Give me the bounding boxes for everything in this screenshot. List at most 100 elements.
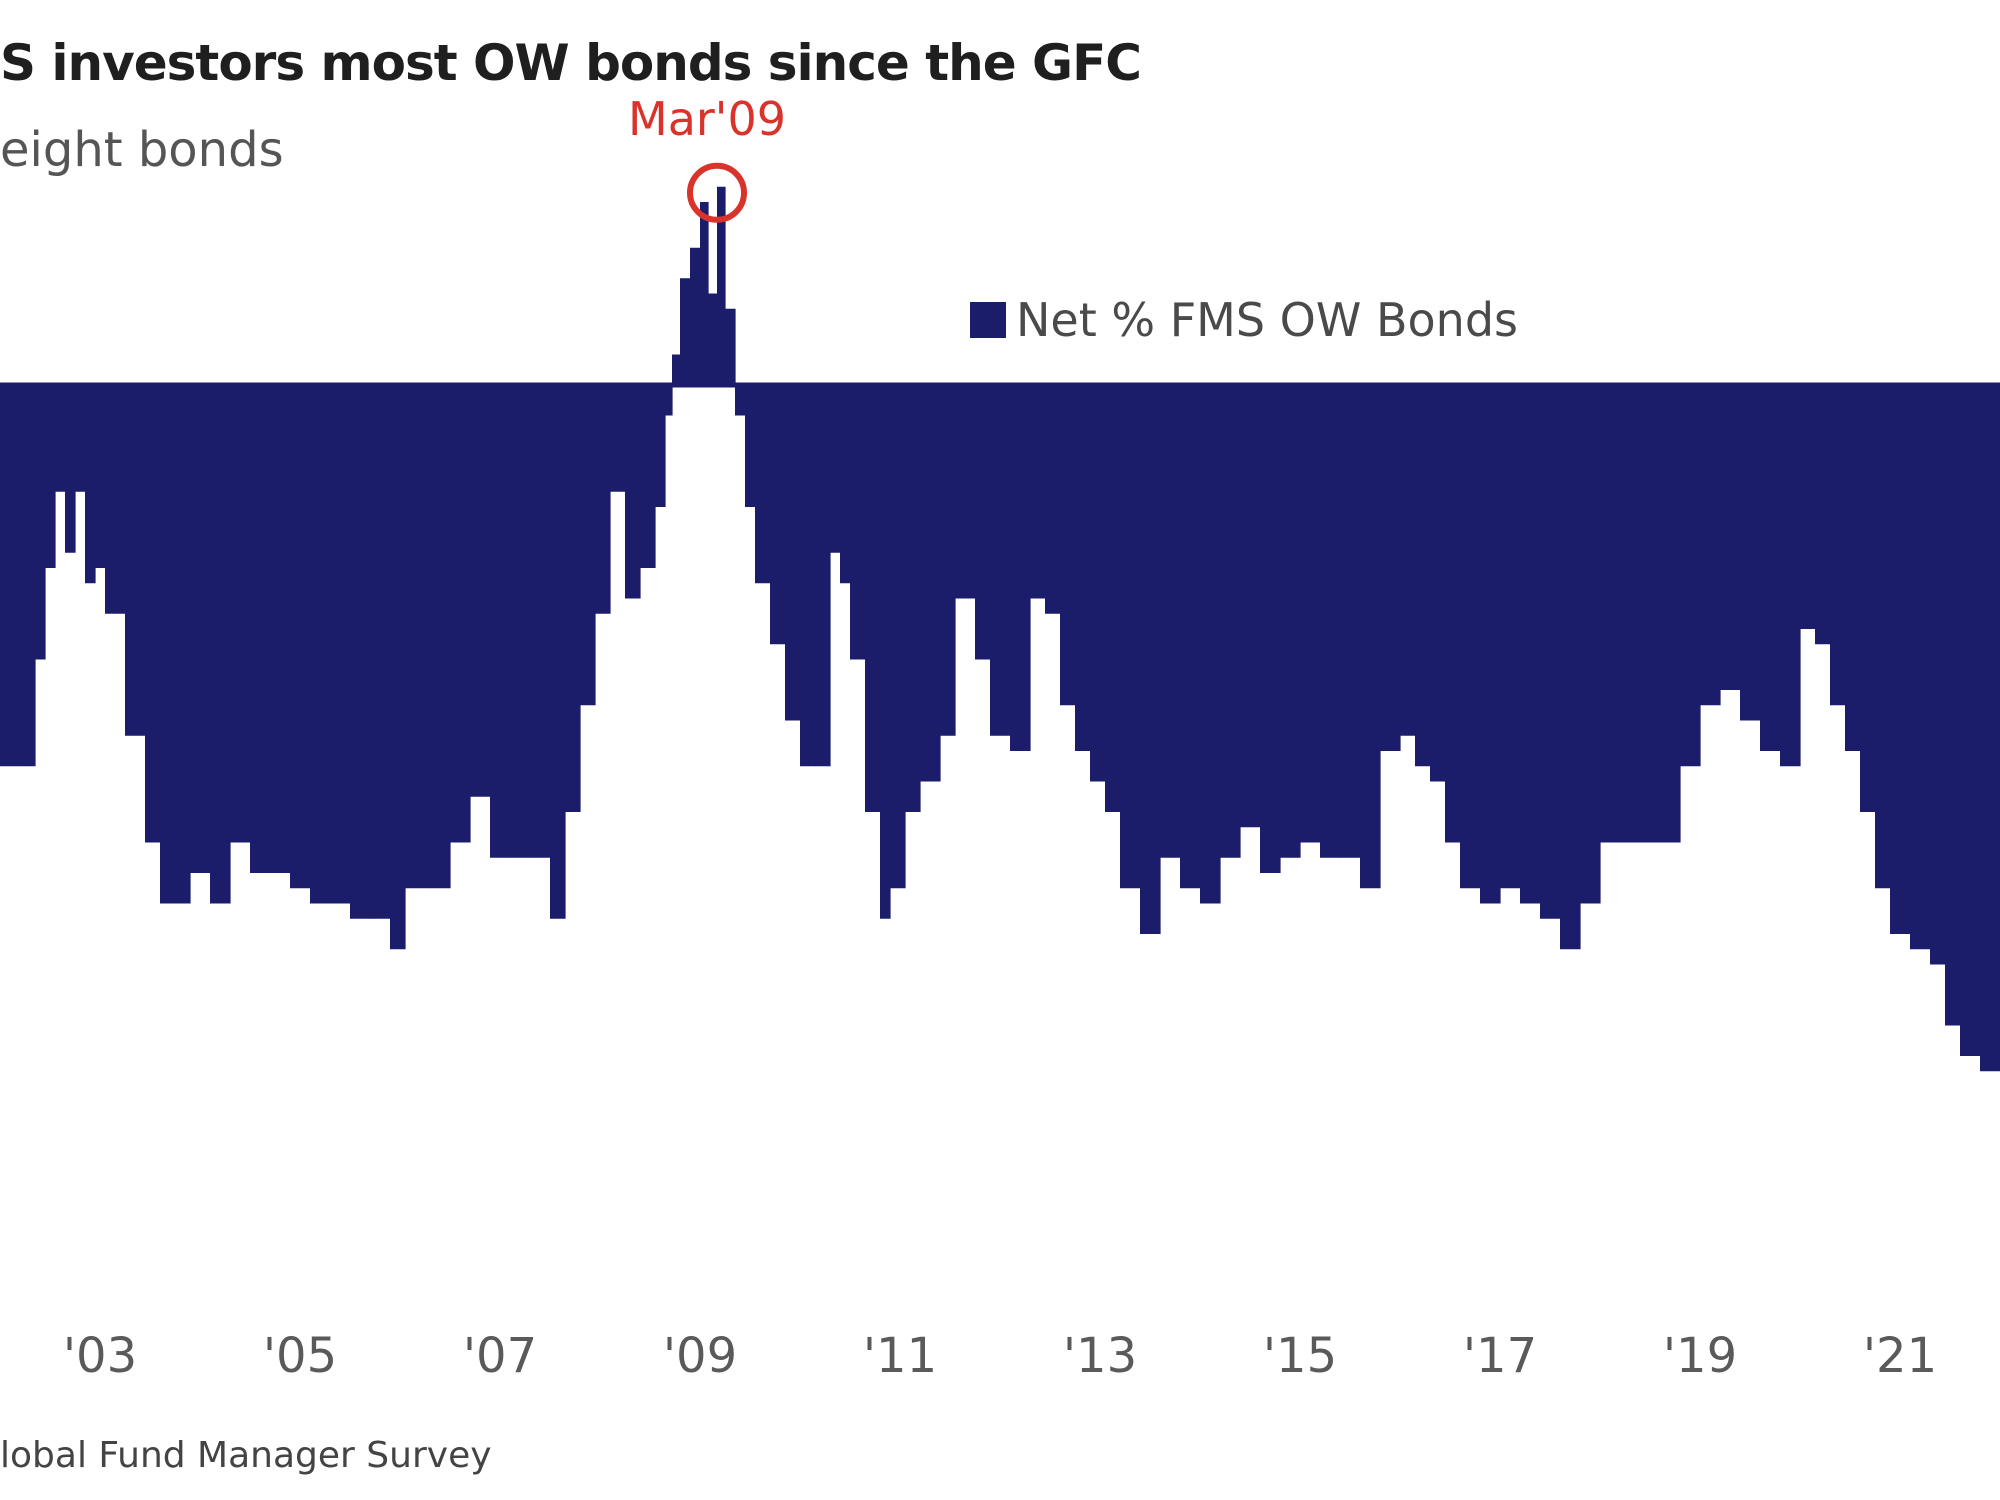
bar-mark xyxy=(330,385,351,904)
bar-mark xyxy=(672,354,681,385)
x-tick-label: '09 xyxy=(663,1328,737,1384)
bar-mark xyxy=(1560,385,1581,950)
bar-mark xyxy=(1540,385,1561,919)
bar-mark xyxy=(1600,385,1621,843)
bar-mark xyxy=(1980,385,2000,1072)
legend-swatch xyxy=(970,302,1006,338)
bar-mark xyxy=(0,385,26,767)
bar-mark xyxy=(1240,385,1261,828)
bar-mark xyxy=(565,385,581,812)
bar-mark xyxy=(580,385,596,706)
bar-mark xyxy=(1200,385,1221,904)
x-tick-label: '07 xyxy=(463,1328,537,1384)
bar-mark xyxy=(1660,385,1681,843)
bar-mark xyxy=(800,385,816,767)
bar-mark xyxy=(940,385,956,736)
bar-mark xyxy=(1415,385,1431,767)
bar-mark xyxy=(1845,385,1861,751)
bar-mark xyxy=(1620,385,1641,843)
bar-mark xyxy=(1520,385,1541,904)
bar-mark xyxy=(1220,385,1241,858)
x-tick-label: '11 xyxy=(863,1328,937,1384)
bar-mark xyxy=(625,385,641,599)
bar-mark xyxy=(430,385,451,889)
bar-mark xyxy=(175,385,191,904)
bar-mark xyxy=(665,385,673,416)
bar-mark xyxy=(1045,385,1061,614)
bar-mark xyxy=(85,385,96,584)
bar-mark xyxy=(1340,385,1361,858)
source-note: lobal Fund Manager Survey xyxy=(0,1435,492,1476)
x-tick-label: '19 xyxy=(1663,1328,1737,1384)
bar-mark xyxy=(1320,385,1341,858)
bar-mark xyxy=(770,385,786,645)
x-tick-label: '17 xyxy=(1463,1328,1537,1384)
bar-mark xyxy=(955,385,976,599)
bar-mark xyxy=(250,385,271,873)
chart-subtitle: eight bonds xyxy=(0,122,284,178)
chart-title: S investors most OW bonds since the GFC xyxy=(0,34,1142,92)
bar-mark xyxy=(310,385,331,904)
bar-mark xyxy=(1280,385,1301,858)
bar-mark xyxy=(1460,385,1481,889)
bar-mark xyxy=(530,385,551,858)
bar-mark xyxy=(290,385,311,889)
bar-mark xyxy=(370,385,391,919)
bar-mark xyxy=(1030,385,1046,599)
bar-mark xyxy=(95,385,106,568)
bar-mark xyxy=(25,385,36,767)
bar-mark xyxy=(595,385,611,614)
bar-mark xyxy=(850,385,866,660)
bar-mark xyxy=(1445,385,1461,843)
bar-mark xyxy=(145,385,161,843)
bar-mark xyxy=(1075,385,1091,751)
bar-mark xyxy=(55,385,66,492)
bar-mark xyxy=(640,385,656,568)
bar-mark xyxy=(745,385,756,507)
bar-mark xyxy=(975,385,991,660)
bar-mark xyxy=(890,385,906,889)
bar-mark xyxy=(1180,385,1201,889)
bar-mark xyxy=(1640,385,1661,843)
bar-mark xyxy=(1960,385,1981,1056)
bar-mark xyxy=(1500,385,1521,889)
x-tick-label: '21 xyxy=(1863,1328,1937,1384)
legend-label: Net % FMS OW Bonds xyxy=(1016,293,1518,347)
bar-mark xyxy=(210,385,231,904)
bar-mark xyxy=(1930,385,1946,965)
bar-mark xyxy=(735,385,746,416)
bar-mark xyxy=(405,385,431,889)
bar-mark xyxy=(1875,385,1891,889)
bar-mark xyxy=(45,385,56,568)
peak-annotation: Mar'09 xyxy=(628,92,786,223)
bar-mark xyxy=(1120,385,1141,889)
bar-mark xyxy=(1860,385,1876,812)
bar-mark xyxy=(1105,385,1121,812)
bar-mark xyxy=(1010,385,1031,751)
bar-mark xyxy=(1430,385,1446,782)
bar-mark xyxy=(160,385,176,904)
bar-mark xyxy=(490,385,511,858)
x-axis-ticks: '03 '05 '07 '09 '11 '13 '15 '17 '19 '21 xyxy=(63,1328,1937,1384)
bar-mark xyxy=(65,385,76,553)
bar-mark xyxy=(350,385,371,919)
bar-mark xyxy=(1830,385,1846,706)
bar-mark xyxy=(880,385,891,919)
bar-mark xyxy=(1910,385,1931,950)
bar-mark xyxy=(1720,385,1741,690)
bar-mark xyxy=(1480,385,1501,904)
bar-mark xyxy=(865,385,881,812)
bar-mark xyxy=(1800,385,1816,629)
bar-mark xyxy=(610,385,626,492)
bar-mark xyxy=(75,385,86,492)
bar-mark xyxy=(1680,385,1701,767)
bar-mark xyxy=(690,247,701,385)
bar-mark xyxy=(1890,385,1911,934)
bar-mark xyxy=(700,202,709,385)
bar-mark xyxy=(1090,385,1106,782)
bar-mark xyxy=(1160,385,1181,858)
bar-mark xyxy=(1300,385,1321,843)
bar-mark xyxy=(450,385,471,843)
bar-mark xyxy=(920,385,941,782)
